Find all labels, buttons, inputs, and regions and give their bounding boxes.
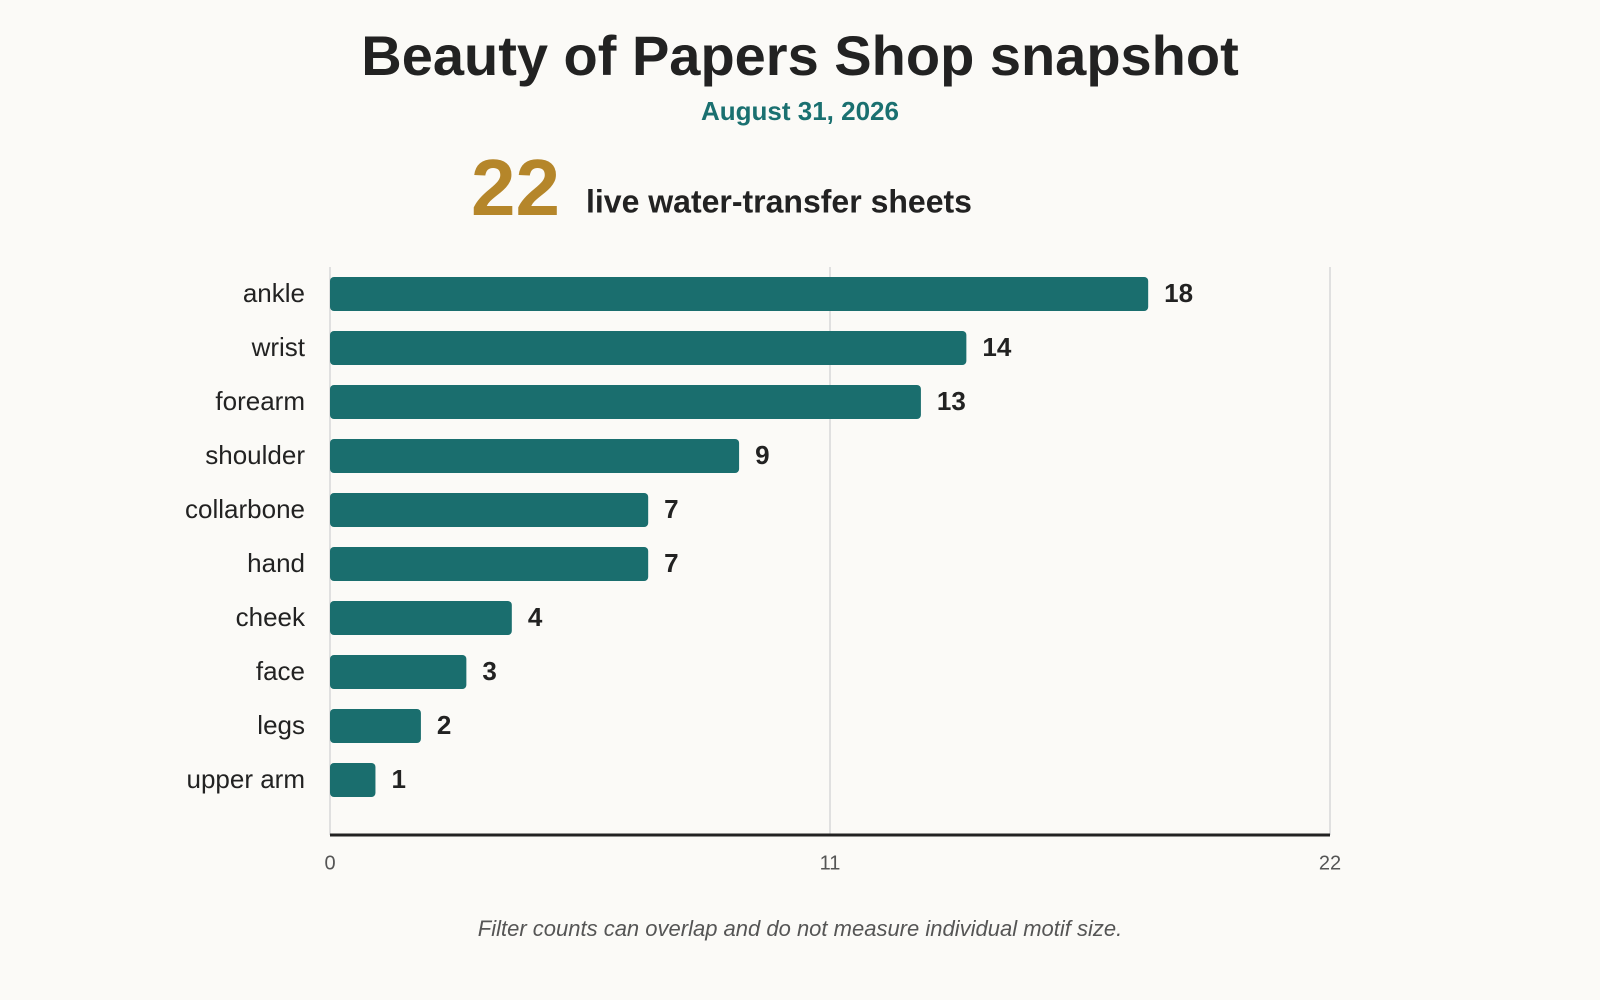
- y-tick-label: wrist: [251, 332, 306, 362]
- value-label: 4: [528, 602, 543, 632]
- y-tick-label: cheek: [236, 602, 306, 632]
- bar: [330, 331, 967, 365]
- x-tick-label: 0: [324, 852, 335, 874]
- bar: [330, 655, 467, 689]
- y-tick-label: shoulder: [205, 440, 305, 470]
- kpi-label: live water-transfer sheets: [586, 183, 972, 219]
- value-label: 3: [482, 656, 496, 686]
- y-tick-label: upper arm: [187, 764, 306, 794]
- bar: [330, 601, 512, 635]
- chart-subtitle: August 31, 2026: [701, 96, 899, 126]
- y-tick-label: collarbone: [185, 494, 305, 524]
- x-tick-label: 11: [820, 852, 841, 874]
- value-label: 13: [937, 386, 966, 416]
- chart-title: Beauty of Papers Shop snapshot: [361, 24, 1239, 87]
- y-tick-label: face: [256, 656, 305, 686]
- footnote: Filter counts can overlap and do not mea…: [478, 916, 1122, 941]
- value-label: 2: [437, 710, 451, 740]
- bar: [330, 709, 421, 743]
- value-label: 18: [1164, 278, 1193, 308]
- bar: [330, 277, 1149, 311]
- bar: [330, 385, 921, 419]
- bar: [330, 763, 376, 797]
- value-label: 9: [755, 440, 769, 470]
- bar: [330, 547, 649, 581]
- y-tick-label: legs: [257, 710, 305, 740]
- x-tick-label: 22: [1319, 852, 1341, 874]
- bar: [330, 439, 740, 473]
- bar: [330, 493, 649, 527]
- kpi-value: 22: [471, 143, 560, 232]
- y-tick-label: ankle: [243, 278, 305, 308]
- y-tick-label: hand: [247, 548, 305, 578]
- y-tick-label: forearm: [215, 386, 305, 416]
- value-label: 7: [664, 548, 678, 578]
- value-label: 1: [391, 764, 405, 794]
- value-label: 7: [664, 494, 678, 524]
- value-label: 14: [982, 332, 1011, 362]
